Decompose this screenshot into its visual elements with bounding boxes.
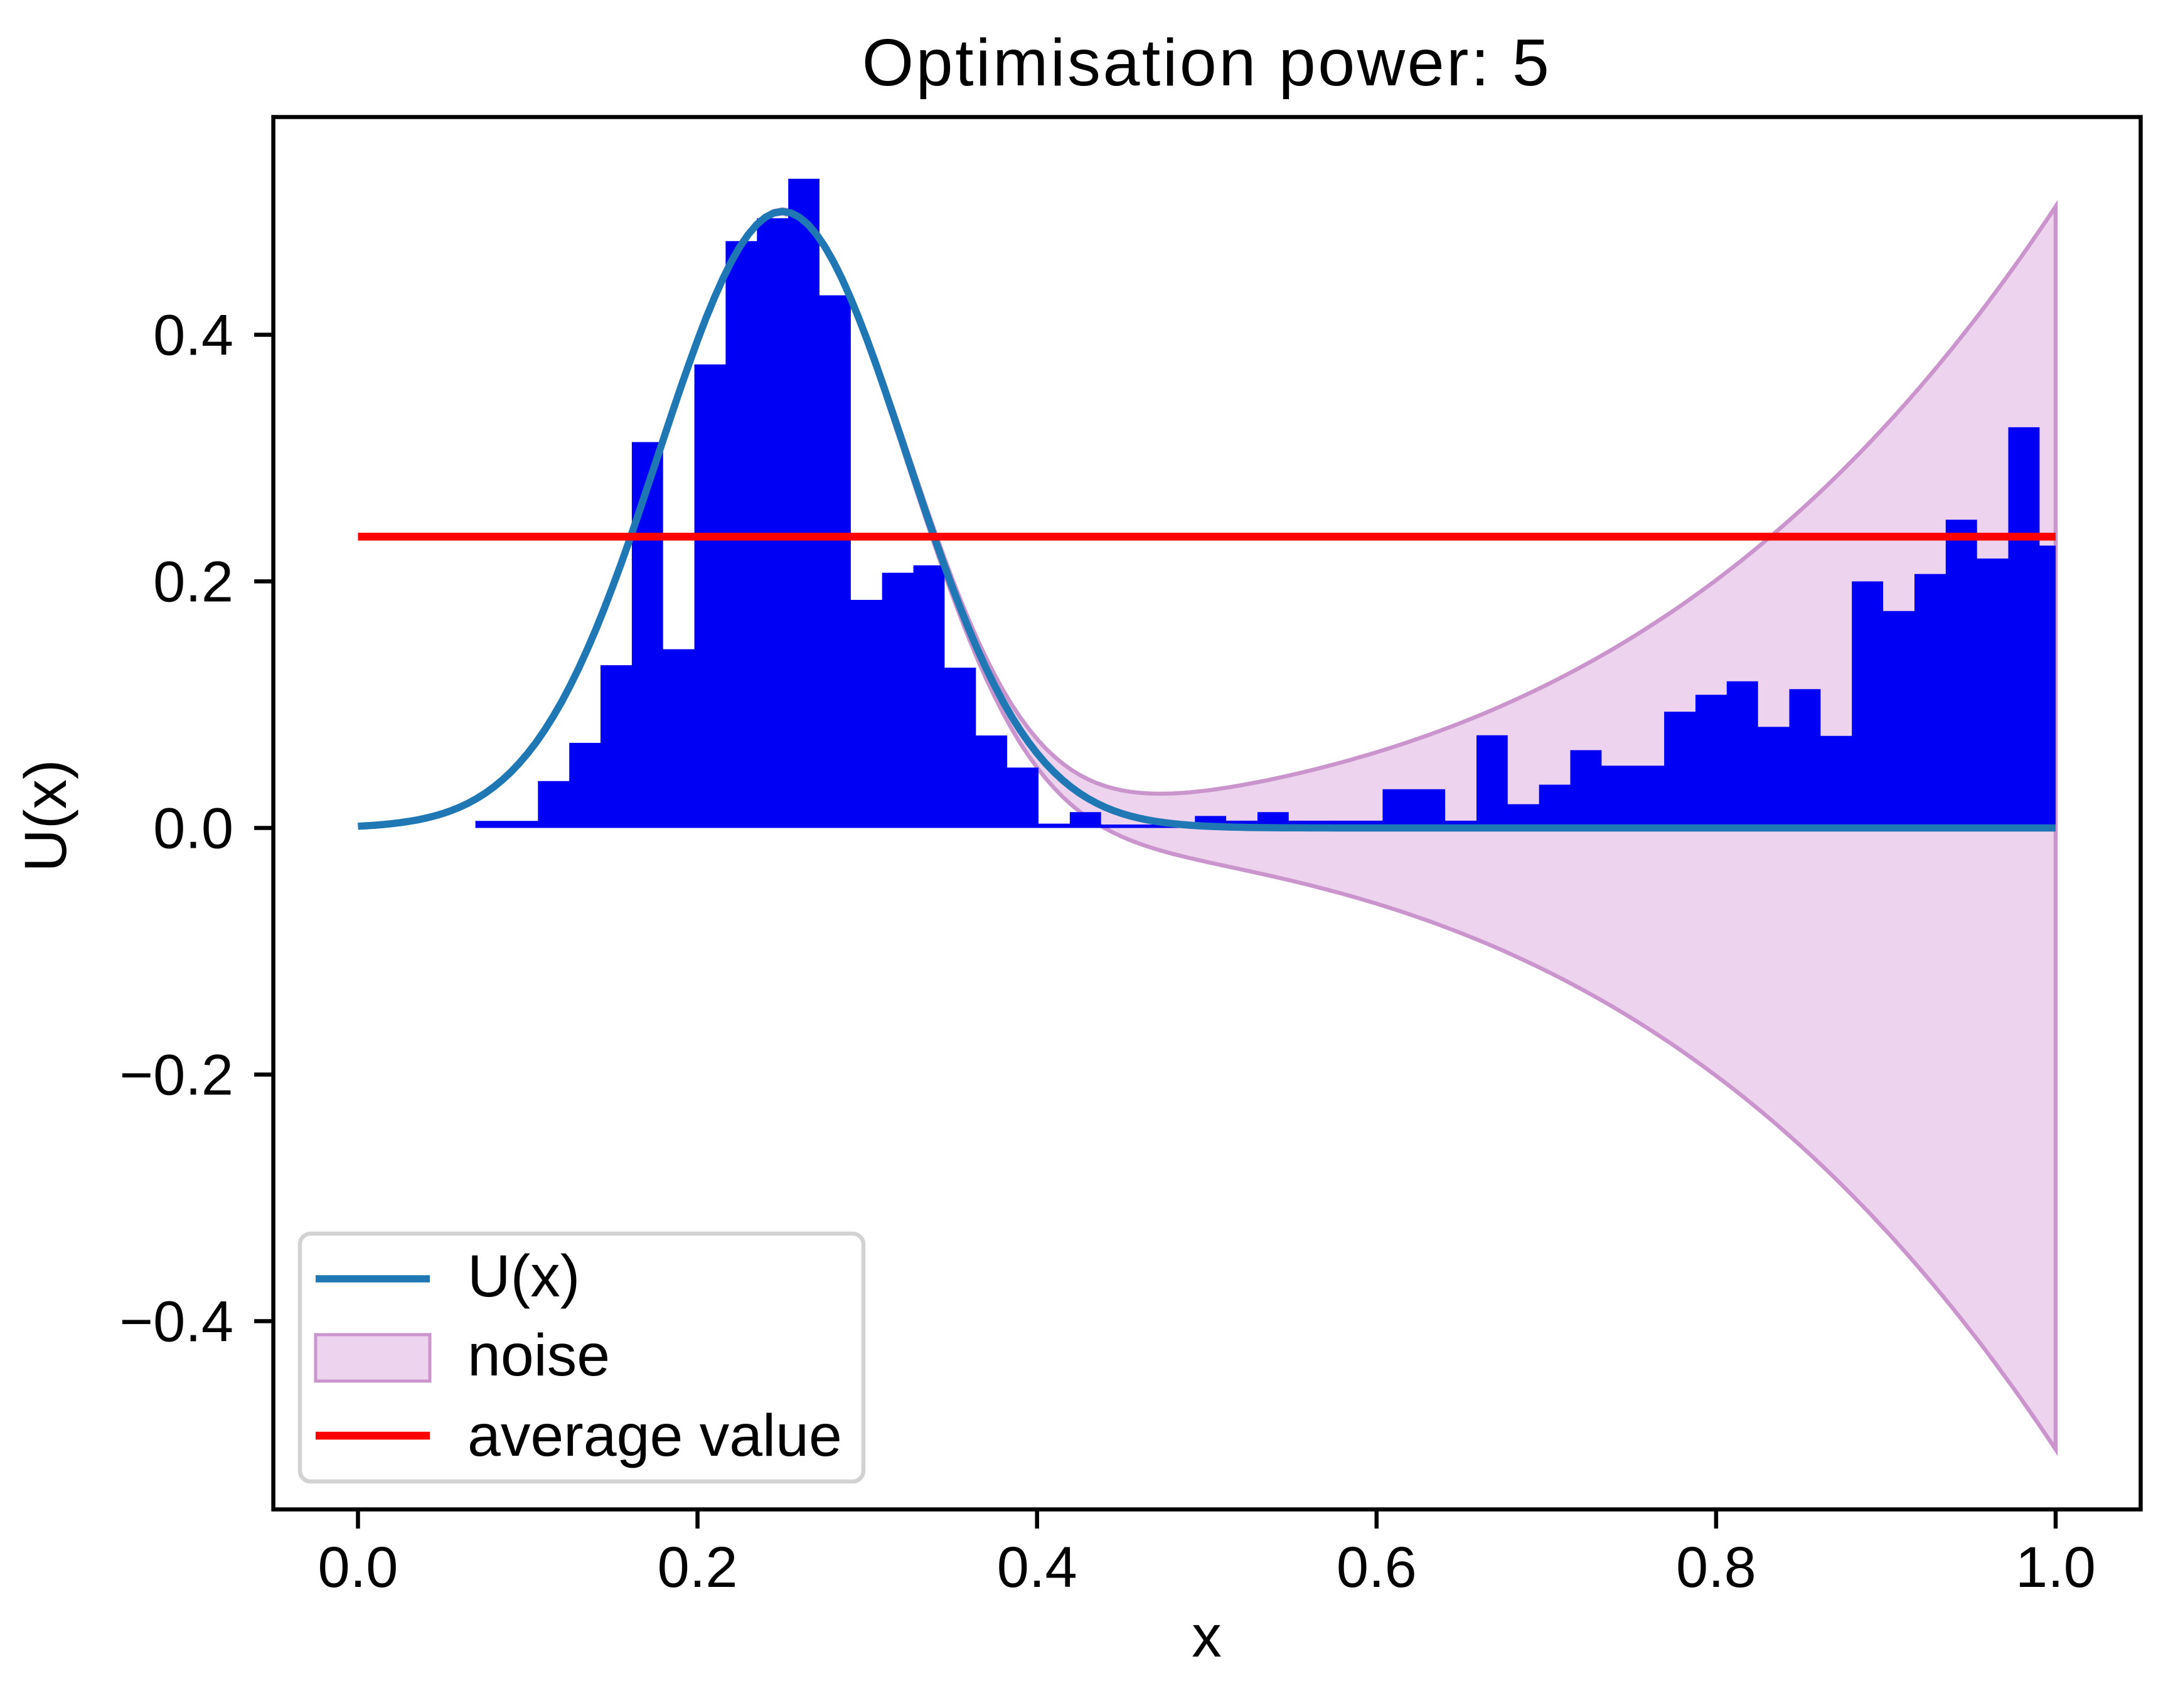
svg-text:0.0: 0.0	[153, 797, 233, 861]
svg-text:−0.2: −0.2	[119, 1043, 233, 1108]
svg-text:−0.4: −0.4	[119, 1290, 233, 1354]
svg-text:U(x): U(x)	[13, 759, 79, 872]
svg-text:x: x	[1192, 1603, 1222, 1670]
svg-text:1.0: 1.0	[2015, 1535, 2096, 1599]
svg-text:U(x): U(x)	[467, 1243, 580, 1310]
svg-text:0.2: 0.2	[153, 550, 233, 614]
svg-text:0.4: 0.4	[153, 304, 233, 368]
svg-text:0.0: 0.0	[318, 1535, 398, 1599]
svg-text:0.4: 0.4	[997, 1535, 1077, 1599]
svg-text:Optimisation power: 5: Optimisation power: 5	[862, 26, 1552, 100]
svg-text:0.8: 0.8	[1676, 1535, 1756, 1599]
svg-text:0.6: 0.6	[1337, 1535, 1417, 1599]
svg-text:noise: noise	[467, 1322, 610, 1389]
svg-text:average value: average value	[467, 1402, 842, 1469]
svg-text:0.2: 0.2	[658, 1535, 738, 1599]
